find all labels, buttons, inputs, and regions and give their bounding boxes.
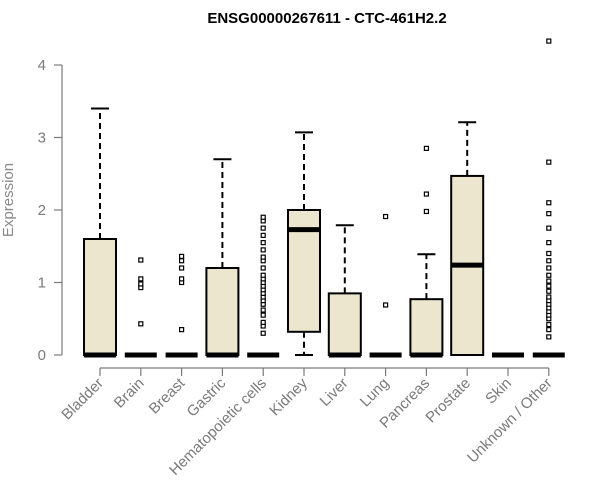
outlier-point — [423, 208, 429, 215]
outlier-point — [260, 254, 266, 260]
x-tick-label: Breast — [146, 374, 189, 417]
box-group — [327, 224, 362, 358]
outlier-point — [260, 247, 266, 253]
y-axis: 0 1 2 3 4 — [38, 57, 63, 364]
y-tick-label: 1 — [38, 275, 46, 292]
box-group — [205, 158, 240, 358]
x-tick-label: Bladder — [58, 375, 107, 424]
y-axis-label: Expression — [0, 163, 17, 237]
box-group — [369, 213, 402, 358]
outlier-point — [260, 225, 266, 231]
outlier-point — [546, 240, 552, 246]
x-tick-label: Kidney — [266, 374, 311, 419]
box-group — [124, 257, 157, 358]
outlier-point — [260, 319, 266, 325]
chart-title: ENSG00000267611 - CTC-461H2.2 — [207, 10, 446, 27]
outlier-point — [546, 250, 552, 257]
outlier-point — [179, 276, 185, 282]
box-group — [450, 121, 485, 356]
outlier-point — [546, 38, 552, 44]
outlier-point — [260, 214, 266, 220]
box-group — [247, 214, 280, 358]
outlier-point — [423, 145, 429, 151]
outlier-point — [546, 258, 552, 264]
outlier-point — [260, 272, 266, 278]
y-tick-label: 3 — [38, 130, 46, 147]
outlier-point — [179, 265, 185, 271]
outlier-point — [138, 281, 144, 287]
box-group — [287, 131, 321, 356]
outlier-point — [260, 240, 266, 246]
outlier-point — [383, 213, 389, 220]
outlier-point — [546, 327, 552, 333]
box-group — [83, 107, 117, 358]
boxes — [83, 38, 565, 358]
x-tick-label: Liver — [317, 375, 352, 410]
box-group — [409, 145, 444, 358]
outlier-point — [546, 211, 552, 217]
x-tick-label: Brain — [111, 375, 148, 412]
outlier-point — [546, 265, 552, 271]
outlier-point — [546, 283, 552, 289]
outlier-point — [260, 307, 266, 313]
box-group — [165, 253, 198, 358]
outlier-point — [383, 302, 389, 308]
box — [205, 267, 240, 356]
box — [83, 238, 117, 356]
outlier-point — [138, 321, 144, 327]
outlier-point — [423, 191, 429, 197]
box-group — [532, 38, 565, 358]
outlier-point — [260, 232, 266, 238]
y-tick-label: 4 — [38, 57, 46, 74]
outlier-point — [546, 225, 552, 231]
outlier-point — [546, 159, 552, 165]
outlier-point — [179, 327, 185, 333]
outlier-point — [546, 278, 552, 284]
outlier-point — [138, 257, 144, 263]
outlier-point — [179, 258, 185, 264]
box — [409, 298, 444, 356]
x-tick-label: Prostate — [422, 375, 474, 427]
outlier-point — [260, 265, 266, 271]
box — [327, 292, 362, 356]
outlier-point — [546, 321, 552, 328]
outlier-point — [260, 312, 266, 318]
outlier-point — [260, 330, 266, 336]
outlier-point — [179, 253, 185, 259]
outlier-point — [546, 288, 552, 294]
outlier-point — [546, 200, 552, 206]
outlier-point — [546, 334, 552, 340]
outlier-point — [546, 272, 552, 278]
y-tick-label: 0 — [38, 347, 46, 364]
outlier-point — [138, 276, 144, 282]
x-tick-label: Skin — [482, 375, 515, 408]
outlier-point — [546, 294, 552, 300]
y-tick-label: 2 — [38, 202, 46, 219]
x-tick-label: Lung — [357, 375, 393, 411]
